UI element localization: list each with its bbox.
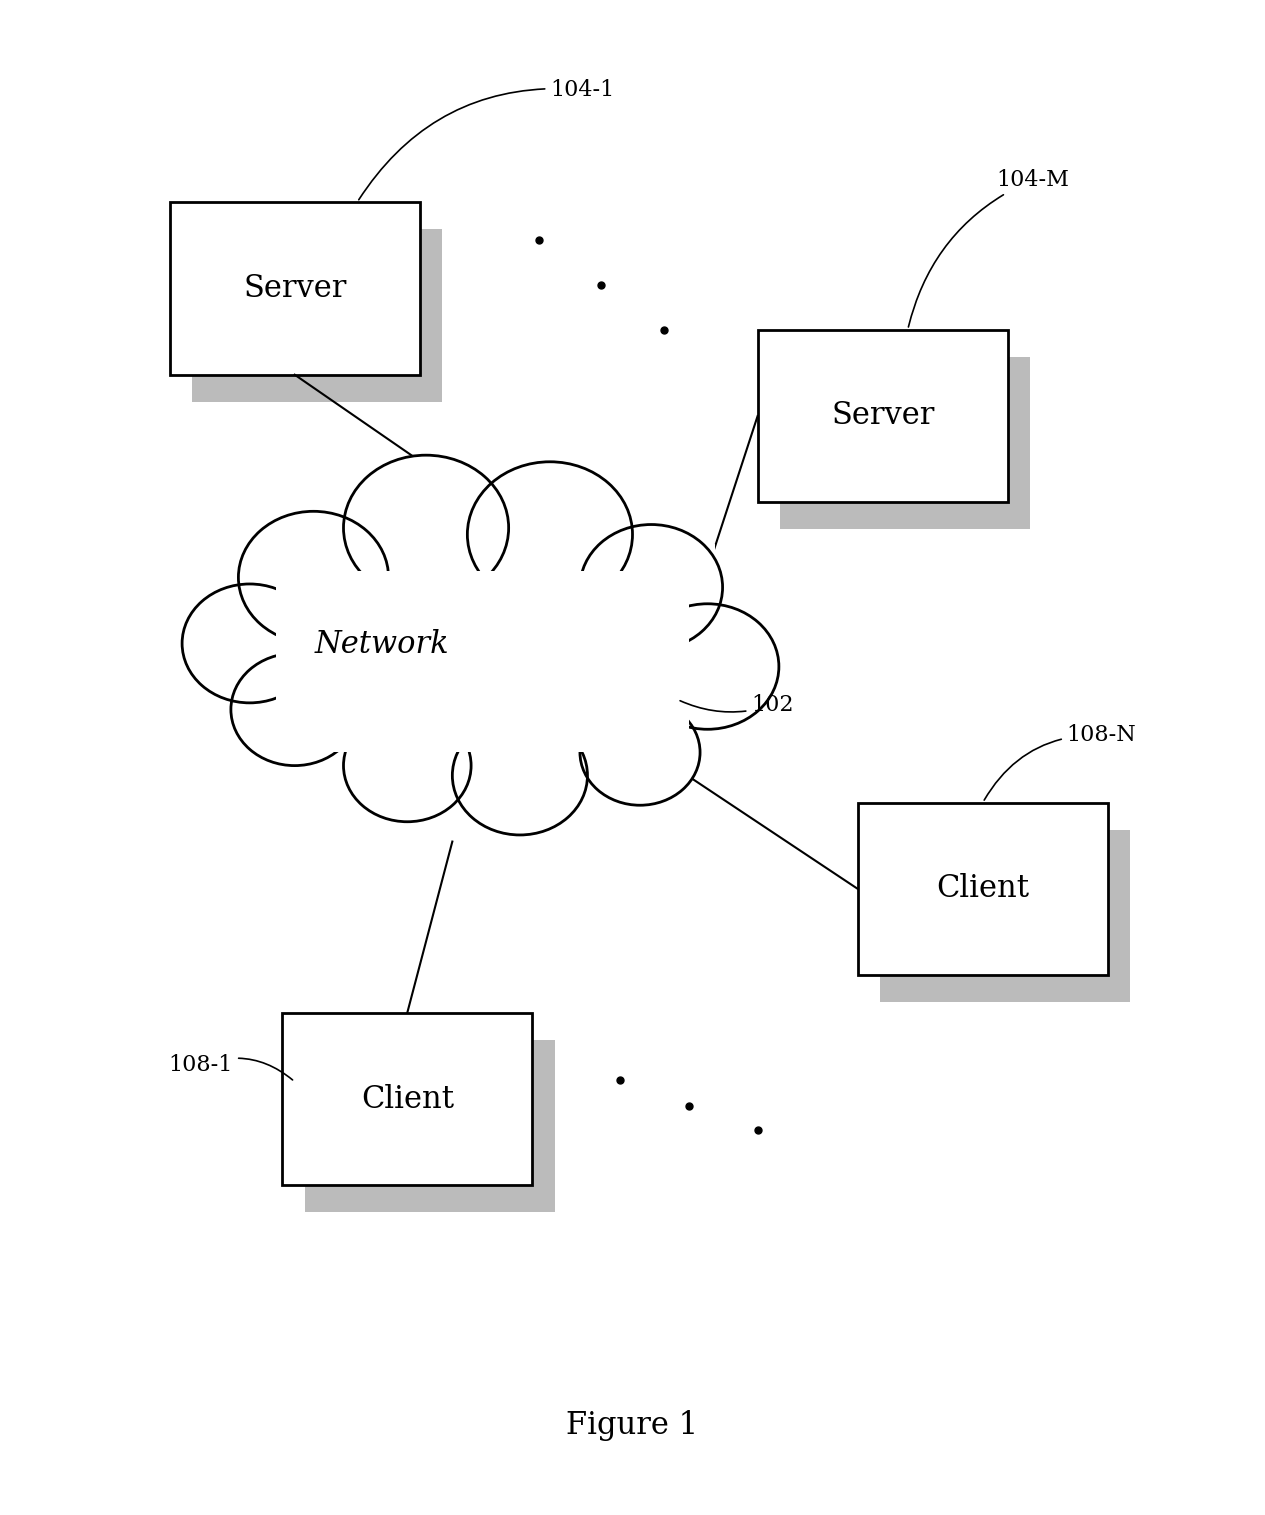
Bar bbox=[276, 571, 689, 753]
Ellipse shape bbox=[636, 604, 779, 729]
Text: 104-1: 104-1 bbox=[359, 79, 615, 200]
Text: Client: Client bbox=[936, 873, 1030, 904]
Ellipse shape bbox=[182, 583, 318, 703]
Text: Server: Server bbox=[243, 273, 347, 305]
Text: Network: Network bbox=[315, 629, 449, 661]
Text: Figure 1: Figure 1 bbox=[567, 1410, 698, 1441]
Bar bbox=[249, 544, 715, 776]
Bar bbox=[758, 330, 1008, 503]
Bar bbox=[192, 229, 443, 401]
Text: 108-N: 108-N bbox=[984, 724, 1136, 800]
Ellipse shape bbox=[238, 512, 388, 644]
Bar bbox=[282, 1012, 533, 1185]
Ellipse shape bbox=[579, 700, 700, 806]
Bar bbox=[858, 803, 1108, 976]
Ellipse shape bbox=[467, 462, 632, 608]
Text: 104-M: 104-M bbox=[908, 168, 1069, 327]
Ellipse shape bbox=[344, 454, 509, 600]
Text: 102: 102 bbox=[681, 694, 794, 717]
Text: Client: Client bbox=[361, 1083, 454, 1115]
Bar bbox=[781, 356, 1031, 529]
Ellipse shape bbox=[453, 717, 587, 835]
Text: 108-1: 108-1 bbox=[168, 1054, 292, 1080]
Ellipse shape bbox=[344, 709, 471, 821]
Ellipse shape bbox=[231, 653, 358, 765]
Bar bbox=[305, 1039, 555, 1212]
Text: Server: Server bbox=[831, 400, 935, 432]
Bar bbox=[170, 201, 420, 374]
Bar bbox=[880, 830, 1131, 1003]
Ellipse shape bbox=[579, 524, 722, 650]
